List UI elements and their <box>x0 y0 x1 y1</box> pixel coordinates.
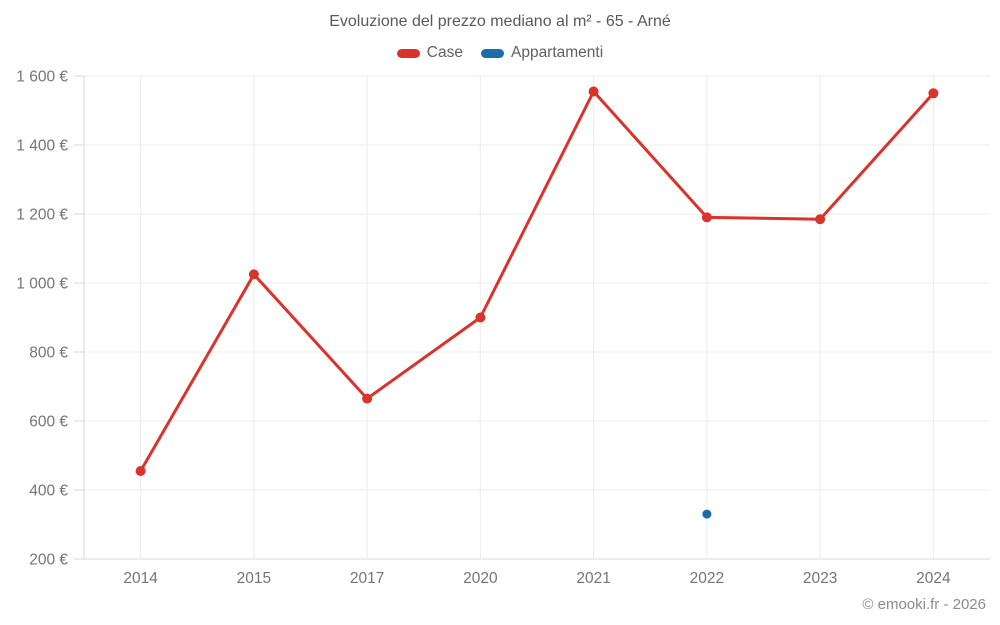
x-tick-label: 2024 <box>916 570 951 587</box>
data-point-case <box>588 86 599 97</box>
data-point-case <box>475 312 486 323</box>
data-point-case <box>928 88 939 99</box>
appartamenti-series-swatch <box>480 48 504 58</box>
x-tick-label: 2015 <box>237 570 271 587</box>
y-tick-label: 1 200 € <box>16 207 68 224</box>
y-tick-label: 1 000 € <box>16 276 68 293</box>
x-tick-label: 2021 <box>576 570 610 587</box>
case-series-swatch <box>396 48 420 58</box>
x-tick-label: 2017 <box>350 570 384 587</box>
x-tick-label: 2020 <box>463 570 498 587</box>
series-line-case <box>139 90 935 473</box>
y-tick-label: 400 € <box>29 483 68 500</box>
legend-label-case: Case <box>426 44 463 61</box>
legend-item-appartamenti[interactable]: Appartamenti <box>480 44 604 62</box>
y-tick-label: 1 600 € <box>16 69 68 86</box>
x-tick-label: 2022 <box>690 570 724 587</box>
data-point-case <box>815 214 826 225</box>
copyright-credit: © emooki.fr - 2026 <box>862 596 986 613</box>
data-point-case <box>362 393 373 404</box>
data-point-appartamenti <box>702 509 712 519</box>
x-tick-label: 2023 <box>803 570 837 587</box>
data-point-case <box>248 269 259 280</box>
data-point-case <box>701 212 712 223</box>
y-tick-label: 600 € <box>29 414 68 431</box>
legend-item-case[interactable]: Case <box>396 44 463 62</box>
chart-title: Evoluzione del prezzo mediano al m² - 65… <box>329 13 671 30</box>
x-tick-label: 2014 <box>123 570 158 587</box>
legend-label-appartamenti: Appartamenti <box>510 44 604 61</box>
y-tick-label: 1 400 € <box>16 138 68 155</box>
y-tick-label: 200 € <box>29 552 68 569</box>
y-tick-label: 800 € <box>29 345 68 362</box>
data-point-case <box>135 466 146 476</box>
chart-legend: Case Appartamenti <box>0 44 1000 62</box>
